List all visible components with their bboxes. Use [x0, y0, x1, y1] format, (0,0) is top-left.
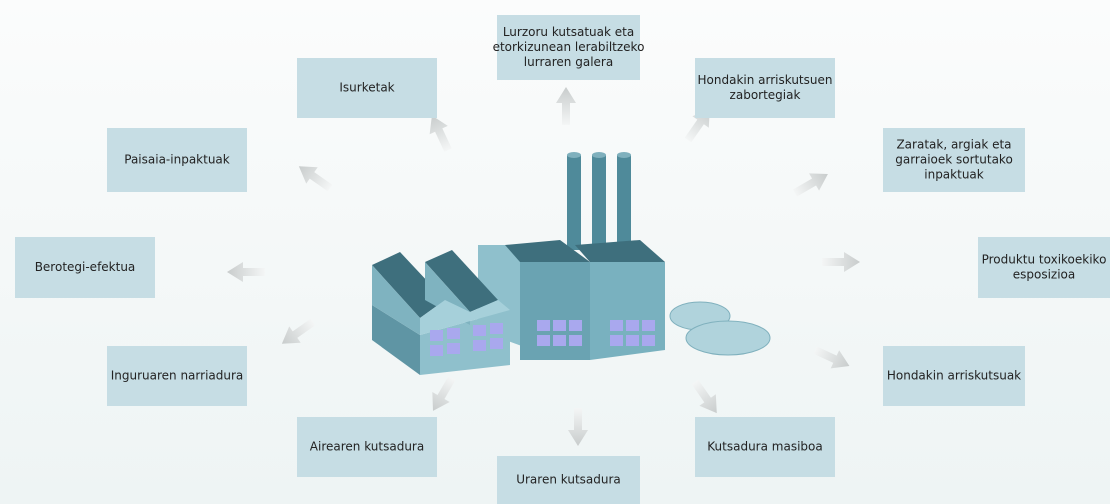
node: Berotegi-efektua — [15, 237, 155, 298]
node-label: garraioek sortutako — [895, 153, 1013, 167]
node: Isurketak — [297, 58, 437, 118]
node: Kutsadura masiboa — [695, 417, 835, 477]
node: Paisaia-inpaktuak — [107, 128, 247, 192]
node-label: Airearen kutsadura — [310, 440, 424, 454]
node-label: Inguruaren narriadura — [111, 369, 244, 383]
node-label: lurraren galera — [524, 55, 613, 69]
node: Inguruaren narriadura — [107, 346, 247, 406]
node-label: Uraren kutsadura — [516, 473, 621, 487]
node-label: Kutsadura masiboa — [707, 440, 822, 454]
node-label: inpaktuak — [924, 168, 984, 182]
node: Uraren kutsadura — [497, 456, 640, 504]
node: Hondakin arriskutsuak — [883, 346, 1025, 406]
node: Airearen kutsadura — [297, 417, 437, 477]
node-label: Lurzoru kutsatuak eta — [503, 25, 634, 39]
node-label: Isurketak — [339, 81, 394, 95]
node-label: Paisaia-inpaktuak — [124, 153, 230, 167]
node-label: Hondakin arriskutsuen — [698, 73, 833, 87]
node-label: zabortegiak — [730, 88, 801, 102]
node-label: esposizioa — [1013, 268, 1076, 282]
node-label: Berotegi-efektua — [35, 260, 136, 274]
node-label: Zaratak, argiak eta — [896, 138, 1011, 152]
node-label: Produktu toxikoekiko — [982, 253, 1107, 267]
node-label: etorkizunean lerabiltzeko — [493, 40, 645, 54]
node-label: Hondakin arriskutsuak — [887, 369, 1021, 383]
diagram: Isurketak Lurzoru kutsatuak etaetorkizune… — [0, 0, 1110, 504]
